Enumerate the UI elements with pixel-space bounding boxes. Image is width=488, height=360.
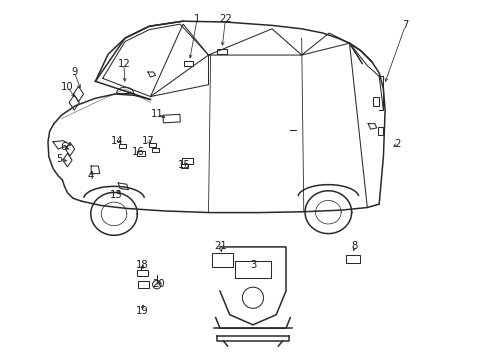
Bar [138, 281, 149, 288]
Text: 10: 10 [61, 82, 74, 92]
Text: 16: 16 [131, 147, 144, 157]
Text: 1: 1 [193, 14, 200, 24]
Text: 15: 15 [178, 160, 190, 170]
Text: 8: 8 [351, 242, 357, 252]
Bar [119, 144, 125, 148]
Text: 5: 5 [56, 154, 62, 164]
Text: 2: 2 [394, 139, 400, 149]
Bar [217, 49, 226, 54]
Text: 21: 21 [214, 242, 226, 252]
Bar [372, 97, 378, 106]
Bar [180, 164, 188, 168]
Text: 3: 3 [249, 260, 256, 270]
Text: 4: 4 [88, 171, 94, 181]
Text: 17: 17 [141, 136, 154, 145]
Text: 22: 22 [219, 14, 231, 24]
Text: 14: 14 [111, 136, 123, 145]
Bar [163, 114, 180, 123]
Bar [152, 148, 159, 152]
Text: 18: 18 [135, 260, 148, 270]
Text: 6: 6 [60, 142, 66, 152]
Text: 11: 11 [151, 109, 163, 120]
Text: 12: 12 [117, 59, 130, 68]
Bar [148, 143, 155, 147]
Text: 19: 19 [135, 306, 148, 316]
Bar [212, 253, 232, 267]
Text: 9: 9 [71, 67, 77, 77]
Bar [183, 61, 193, 66]
Text: 7: 7 [402, 21, 408, 30]
Bar [137, 151, 144, 156]
Text: 13: 13 [110, 190, 122, 200]
Bar [345, 255, 359, 263]
Text: 20: 20 [152, 279, 165, 289]
Bar [137, 270, 148, 276]
Bar [182, 158, 192, 164]
Bar [378, 127, 383, 135]
